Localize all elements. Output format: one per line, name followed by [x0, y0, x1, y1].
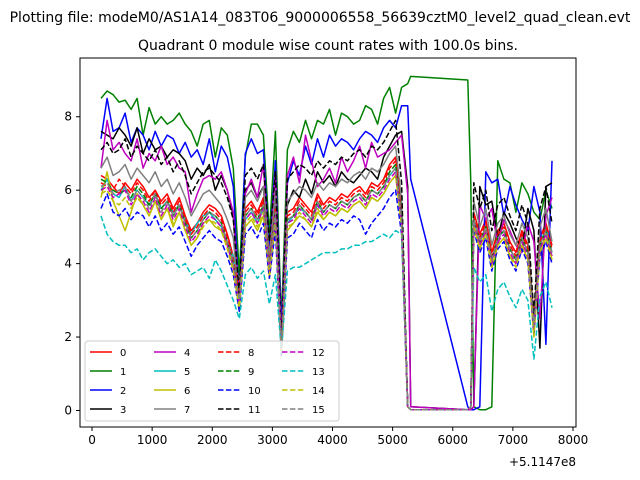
series-line-7 [100, 145, 553, 411]
legend-label-14: 14 [312, 386, 325, 397]
series-line-13 [100, 215, 553, 411]
x-tick-label: 8000 [558, 433, 589, 447]
x-tick-label: 0 [88, 433, 96, 447]
legend-label-6: 6 [184, 386, 190, 397]
x-tick-label: 2000 [197, 433, 228, 447]
x-offset-label: +5.1147e8 [509, 455, 576, 469]
legend-label-4: 4 [184, 348, 190, 359]
x-tick-label: 3000 [257, 433, 288, 447]
series-line-2 [100, 97, 553, 411]
x-tick-label: 5000 [377, 433, 408, 447]
legend-label-11: 11 [248, 405, 261, 416]
y-tick-label: 0 [64, 403, 72, 417]
legend-label-1: 1 [120, 367, 126, 378]
series-line-8 [100, 160, 553, 411]
legend-label-10: 10 [248, 386, 261, 397]
series-line-14 [100, 174, 553, 411]
axis-layer: 0 1000 2000 3000 4000 5000 6000 7000 8000 0 2 4 6 8 [64, 110, 588, 447]
chart-suptitle: Plotting file: modeM0/AS1A14_083T06_9000… [10, 10, 631, 26]
legend-label-3: 3 [120, 405, 126, 416]
legend-label-12: 12 [312, 348, 325, 359]
x-tick-label: 4000 [317, 433, 348, 447]
chart-title: Quadrant 0 module wise count rates with … [138, 38, 518, 54]
series-line-3 [100, 127, 553, 411]
y-tick-label: 6 [64, 183, 72, 197]
legend-label-7: 7 [184, 405, 190, 416]
legend-label-5: 5 [184, 367, 190, 378]
legend-label-9: 9 [248, 367, 254, 378]
legend-label-2: 2 [120, 386, 126, 397]
legend-frame [84, 340, 340, 422]
series-line-1 [100, 75, 553, 411]
series-line-11 [100, 119, 553, 411]
legend-label-0: 0 [120, 348, 126, 359]
legend-label-13: 13 [312, 367, 325, 378]
y-tick-label: 8 [64, 110, 72, 124]
series-line-10 [100, 189, 553, 411]
series-line-15 [100, 167, 553, 411]
y-tick-label: 2 [64, 330, 72, 344]
x-tick-label: 6000 [437, 433, 468, 447]
y-tick-label: 4 [64, 257, 72, 271]
legend-label-15: 15 [312, 405, 325, 416]
x-tick-label: 7000 [498, 433, 529, 447]
series-line-12 [100, 171, 553, 411]
x-tick-label: 1000 [137, 433, 168, 447]
legend-label-8: 8 [248, 348, 254, 359]
plot-frame [79, 57, 577, 428]
series-layer [100, 75, 553, 411]
